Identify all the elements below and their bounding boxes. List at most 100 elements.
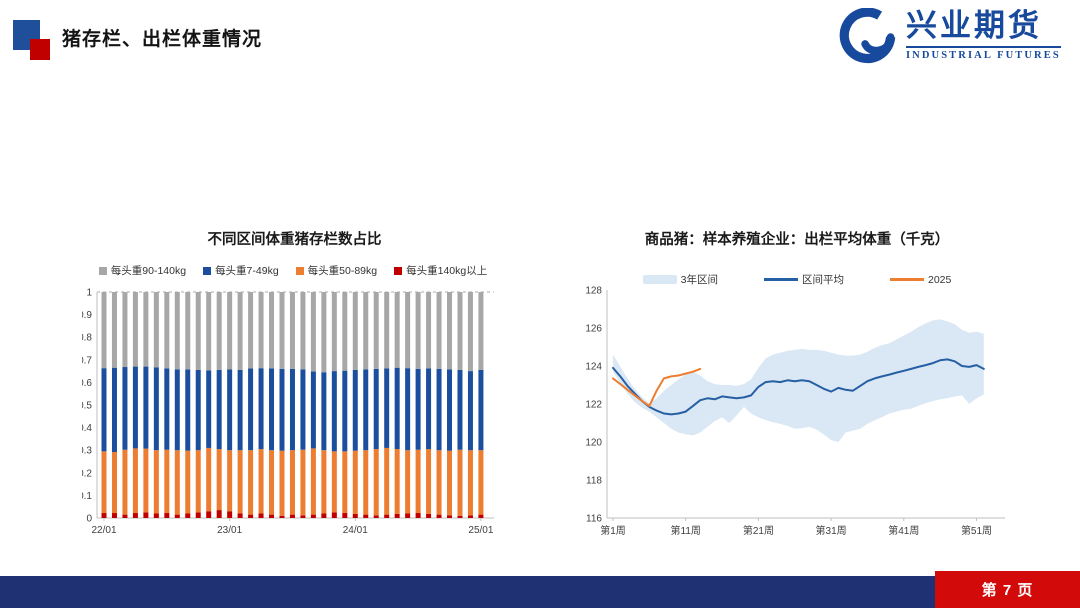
y-axis-tick-label: 128	[585, 286, 602, 297]
bar-segment-140kg-plus	[426, 513, 432, 518]
bar-segment-90-140kg	[153, 292, 159, 368]
bar-segment-7-49kg	[415, 368, 421, 450]
bar-segment-7-49kg	[467, 371, 473, 451]
bar-segment-90-140kg	[132, 292, 138, 367]
bar-segment-90-140kg	[289, 292, 295, 369]
bar-segment-50-89kg	[143, 448, 149, 513]
x-axis-tick-label: 第41周	[888, 524, 919, 537]
page-number-badge: 第 7 页	[935, 571, 1080, 608]
bar-segment-50-89kg	[310, 448, 316, 515]
bar-segment-7-49kg	[248, 368, 254, 451]
bar-segment-7-49kg	[405, 368, 411, 451]
bar-segment-90-140kg	[426, 292, 432, 369]
bar-segment-90-140kg	[227, 292, 233, 370]
legend-item: 每头重90-140kg	[98, 263, 187, 278]
legend-swatch-square	[98, 266, 107, 275]
legend-item: 2025	[889, 274, 951, 286]
bar-segment-140kg-plus	[331, 512, 337, 518]
bar-segment-50-89kg	[279, 450, 285, 516]
x-axis-tick-label: 第31周	[816, 524, 847, 537]
bar-segment-140kg-plus	[258, 513, 264, 518]
legend-swatch-band	[642, 275, 677, 284]
right-chart-title: 商品猪：样本养殖企业：出栏平均体重（千克）	[644, 232, 950, 248]
bar-segment-50-89kg	[258, 449, 264, 514]
bar-segment-90-140kg	[164, 292, 170, 369]
bar-segment-50-89kg	[352, 450, 358, 514]
bar-segment-7-49kg	[164, 368, 170, 450]
legend-item: 每头重140kg以上	[394, 263, 487, 278]
bar-segment-140kg-plus	[248, 514, 254, 518]
bar-segment-50-89kg	[237, 450, 243, 514]
bar-segment-90-140kg	[300, 292, 306, 370]
bar-segment-50-89kg	[331, 451, 337, 513]
bar-segment-140kg-plus	[321, 513, 327, 518]
bar-segment-7-49kg	[436, 368, 442, 451]
legend-item: 每头重7-49kg	[203, 263, 279, 278]
page-number-label: 第 7 页	[981, 582, 1034, 599]
y-axis-tick-label: 0.4	[82, 423, 92, 434]
bar-segment-7-49kg	[300, 369, 306, 450]
bar-segment-140kg-plus	[467, 515, 473, 518]
bar-segment-90-140kg	[405, 292, 411, 369]
legend-label: 每头重90-140kg	[110, 265, 187, 277]
bar-segment-140kg-plus	[457, 515, 463, 518]
bar-segment-7-49kg	[153, 367, 159, 451]
bar-segment-90-140kg	[206, 292, 212, 371]
bar-segment-140kg-plus	[478, 514, 484, 518]
bar-segment-7-49kg	[132, 366, 138, 449]
bar-segment-7-49kg	[373, 368, 379, 450]
x-axis-tick-label: 第11周	[671, 524, 701, 537]
company-logo: 兴业期货 INDUSTRIAL FUTURES	[836, 8, 1061, 66]
bar-segment-7-49kg	[143, 366, 149, 449]
legend-item: 3年区间	[642, 272, 718, 287]
y-axis-tick-label: 0.6	[82, 378, 92, 389]
x-axis-tick-label: 第1周	[600, 524, 626, 537]
bar-segment-140kg-plus	[269, 514, 275, 518]
stacked-bar-chart: 1 0.9 0.8 0.7 0.6 0.5 0.4 0.3 0.2 0.1 022/01 23/01 2…	[82, 288, 494, 536]
y-axis-tick-label: 126	[585, 324, 602, 335]
bar-segment-140kg-plus	[342, 513, 348, 518]
bar-segment-140kg-plus	[384, 514, 390, 518]
bar-segment-90-140kg	[248, 292, 254, 369]
bar-segment-140kg-plus	[405, 513, 411, 518]
bar-segment-7-49kg	[310, 371, 316, 449]
bar-segment-90-140kg	[237, 292, 243, 370]
bar-segment-90-140kg	[436, 292, 442, 369]
bar-segment-50-89kg	[363, 450, 369, 515]
legend-label: 每头重7-49kg	[215, 265, 279, 277]
bar-segment-140kg-plus	[195, 512, 201, 518]
y-axis-tick-label: 0.2	[82, 468, 92, 479]
bar-segment-50-89kg	[447, 450, 453, 516]
bar-segment-50-89kg	[289, 450, 295, 515]
bar-segment-7-49kg	[352, 369, 358, 451]
legend-swatch-line	[889, 278, 924, 281]
left-chart-legend: 每头重90-140kg 每头重7-49kg 每头重50-89kg 每头重140kg以上	[78, 263, 508, 278]
legend-item: 区间平均	[763, 272, 844, 287]
y-axis-tick-label: 118	[586, 476, 602, 487]
bar-segment-90-140kg	[101, 292, 107, 369]
bar-segment-90-140kg	[195, 292, 201, 370]
y-axis-tick-label: 122	[585, 400, 602, 411]
bar-segment-50-89kg	[101, 451, 107, 514]
y-axis-tick-label: 0.5	[82, 401, 92, 412]
bar-segment-50-89kg	[373, 449, 379, 516]
bar-segment-140kg-plus	[153, 513, 159, 518]
right-chart-legend: 3年区间 区间平均 2025	[582, 272, 1012, 287]
bar-segment-50-89kg	[467, 450, 473, 516]
legend-label: 区间平均	[801, 274, 844, 286]
x-axis-tick-label: 22/01	[91, 525, 116, 536]
bar-segment-140kg-plus	[373, 515, 379, 518]
bar-segment-7-49kg	[258, 368, 264, 450]
bar-segment-90-140kg	[122, 292, 128, 368]
x-axis-tick-label: 第51周	[961, 524, 992, 537]
bar-segment-7-49kg	[185, 369, 191, 451]
bar-segment-50-89kg	[164, 449, 170, 514]
bar-segment-7-49kg	[478, 369, 484, 451]
bar-segment-7-49kg	[174, 369, 180, 451]
bar-segment-50-89kg	[300, 449, 306, 516]
bar-segment-50-89kg	[185, 450, 191, 514]
bar-segment-50-89kg	[478, 450, 484, 515]
line-2025	[612, 367, 702, 407]
